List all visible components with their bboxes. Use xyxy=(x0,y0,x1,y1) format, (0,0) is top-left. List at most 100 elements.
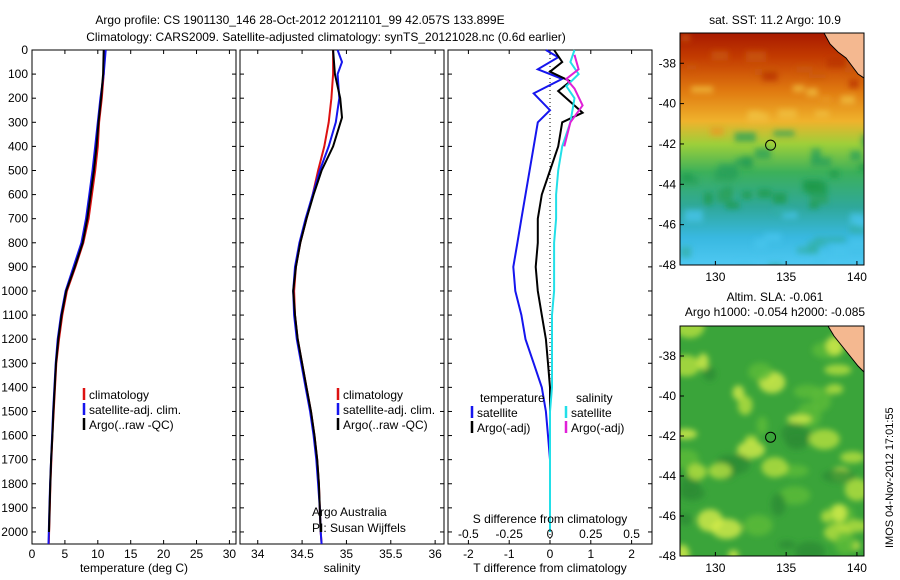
sst-patch xyxy=(809,203,819,209)
float-position-marker-sla xyxy=(765,431,777,443)
sst-patch xyxy=(717,189,732,203)
sla-patch xyxy=(737,441,766,459)
sla-patch xyxy=(771,493,786,516)
sst-patch xyxy=(811,148,821,161)
sla-map-subtitle: Argo h1000: -0.054 h2000: -0.085 xyxy=(685,305,865,319)
y-tick-label: 500 xyxy=(8,163,28,177)
sla-patch xyxy=(680,485,705,501)
sst-patch xyxy=(861,134,864,148)
x-tick-label: 0 xyxy=(29,547,36,561)
y-tick-label: 800 xyxy=(8,236,28,250)
map-x-tick-label: 130 xyxy=(705,270,725,284)
sla-map-axes: 130 135 140 -38 -40 -42 -44 -46 -48 xyxy=(659,349,868,575)
x-tick-label: 36 xyxy=(428,547,442,561)
x-tick-label: 15 xyxy=(124,547,138,561)
x-tick-label: 34 xyxy=(251,547,265,561)
y-tick-label: 1000 xyxy=(1,284,28,298)
map-y-tick-label: -48 xyxy=(659,258,677,272)
s-tick-label: 0.25 xyxy=(579,527,603,541)
sla-patch xyxy=(728,549,739,556)
sst-patch xyxy=(772,192,787,204)
series-climatology xyxy=(47,49,106,545)
sst-map-axes: 130 135 140 -38 -40 -42 -44 -46 -48 xyxy=(659,56,868,284)
y-tick-label: 1200 xyxy=(1,332,28,346)
sst-patch xyxy=(684,209,703,222)
y-tick-label: 400 xyxy=(8,139,28,153)
series-argo-adj-salinity- xyxy=(563,54,584,147)
map-x-tick-label: 140 xyxy=(847,561,867,575)
sst-patch xyxy=(782,211,798,219)
sst-patch xyxy=(686,64,697,71)
panel-difference: -2 -1 0 1 2T difference from climatology temp… xyxy=(447,49,653,575)
sla-patch xyxy=(680,354,701,377)
map-y-tick-label: -44 xyxy=(659,469,677,483)
legend-label: Argo(-adj) xyxy=(571,421,624,435)
sst-patch xyxy=(757,189,772,198)
series-climatology xyxy=(293,50,335,545)
credit-line2: PI: Susan Wijffels xyxy=(312,521,406,535)
sst-patch xyxy=(810,194,828,204)
x-tick-label: 1 xyxy=(587,547,594,561)
sst-patch xyxy=(754,148,771,160)
y-tick-label: 0 xyxy=(21,43,28,57)
sst-map: sat. SST: 11.2 Argo: 10.9 130 135 140 -38 -4… xyxy=(659,13,868,284)
y-tick-label: 1400 xyxy=(1,380,28,394)
sla-patch xyxy=(680,544,690,556)
legend-title-salinity: salinity xyxy=(576,391,613,405)
sla-patch xyxy=(808,429,840,450)
sla-patch xyxy=(697,353,709,370)
map-y-tick-label: -48 xyxy=(659,549,677,563)
x-axis-label: temperature (deg C) xyxy=(80,561,188,575)
sst-patch xyxy=(742,191,752,199)
sst-patch xyxy=(814,236,827,247)
sst-patch xyxy=(802,179,823,192)
sla-patch xyxy=(793,384,821,399)
sst-patch xyxy=(714,169,736,182)
map-x-tick-label: 140 xyxy=(847,270,867,284)
sla-patch xyxy=(761,457,789,478)
y-tick-label: 1300 xyxy=(1,356,28,370)
sla-map: Altim. SLA: -0.061 Argo h1000: -0.054 h2… xyxy=(659,290,868,575)
sla-map-title: Altim. SLA: -0.061 xyxy=(727,290,824,304)
sst-patch xyxy=(840,95,855,104)
sst-patch xyxy=(806,88,818,97)
y-tick-label: 100 xyxy=(8,67,28,81)
sst-patch xyxy=(850,151,862,161)
sst-patch xyxy=(849,238,864,251)
sla-patch xyxy=(794,541,826,556)
y-tick-label: 1800 xyxy=(1,477,28,491)
sla-patch xyxy=(824,364,852,376)
x-tick-label: -2 xyxy=(463,547,474,561)
map-y-tick-label: -46 xyxy=(659,509,677,523)
sst-patch xyxy=(796,66,813,73)
y-tick-label: 1500 xyxy=(1,404,28,418)
x-tick-label: 30 xyxy=(223,547,237,561)
map-y-tick-label: -44 xyxy=(659,177,677,191)
panel-temperature: 0 5 10 15 20 25 30 temperature (deg C) 0 100 200 30… xyxy=(1,43,237,575)
panel-frame xyxy=(31,49,237,545)
s-tick-label: 0.5 xyxy=(623,527,640,541)
x-tick-label: 5 xyxy=(62,547,69,561)
sst-patch xyxy=(792,85,805,92)
sst-patch xyxy=(826,236,846,243)
y-tick-label: 2000 xyxy=(1,525,28,539)
map-y-tick-label: -38 xyxy=(659,56,677,70)
header-line2: Climatology: CARS2009. Satellite-adjuste… xyxy=(86,30,566,44)
sla-patch xyxy=(822,469,856,483)
y-tick-label: 600 xyxy=(8,188,28,202)
x-tick-label: 20 xyxy=(157,547,171,561)
legend-label: Argo(..raw -QC) xyxy=(89,418,174,432)
sla-patch xyxy=(785,434,809,450)
y-tick-label: 700 xyxy=(8,212,28,226)
sst-patch xyxy=(838,263,858,265)
sst-patch xyxy=(680,246,691,258)
map-x-tick-label: 135 xyxy=(776,561,796,575)
sla-patch xyxy=(708,462,732,479)
panel-salinity: 34 34.5 35 35.5 36 salinity climatologysatelli… xyxy=(239,49,445,575)
sst-patch xyxy=(768,263,783,265)
panel-frame xyxy=(239,49,445,545)
sst-patch xyxy=(808,73,826,79)
float-position-marker xyxy=(765,139,777,151)
s-axis-label: S difference from climatology xyxy=(473,512,628,526)
